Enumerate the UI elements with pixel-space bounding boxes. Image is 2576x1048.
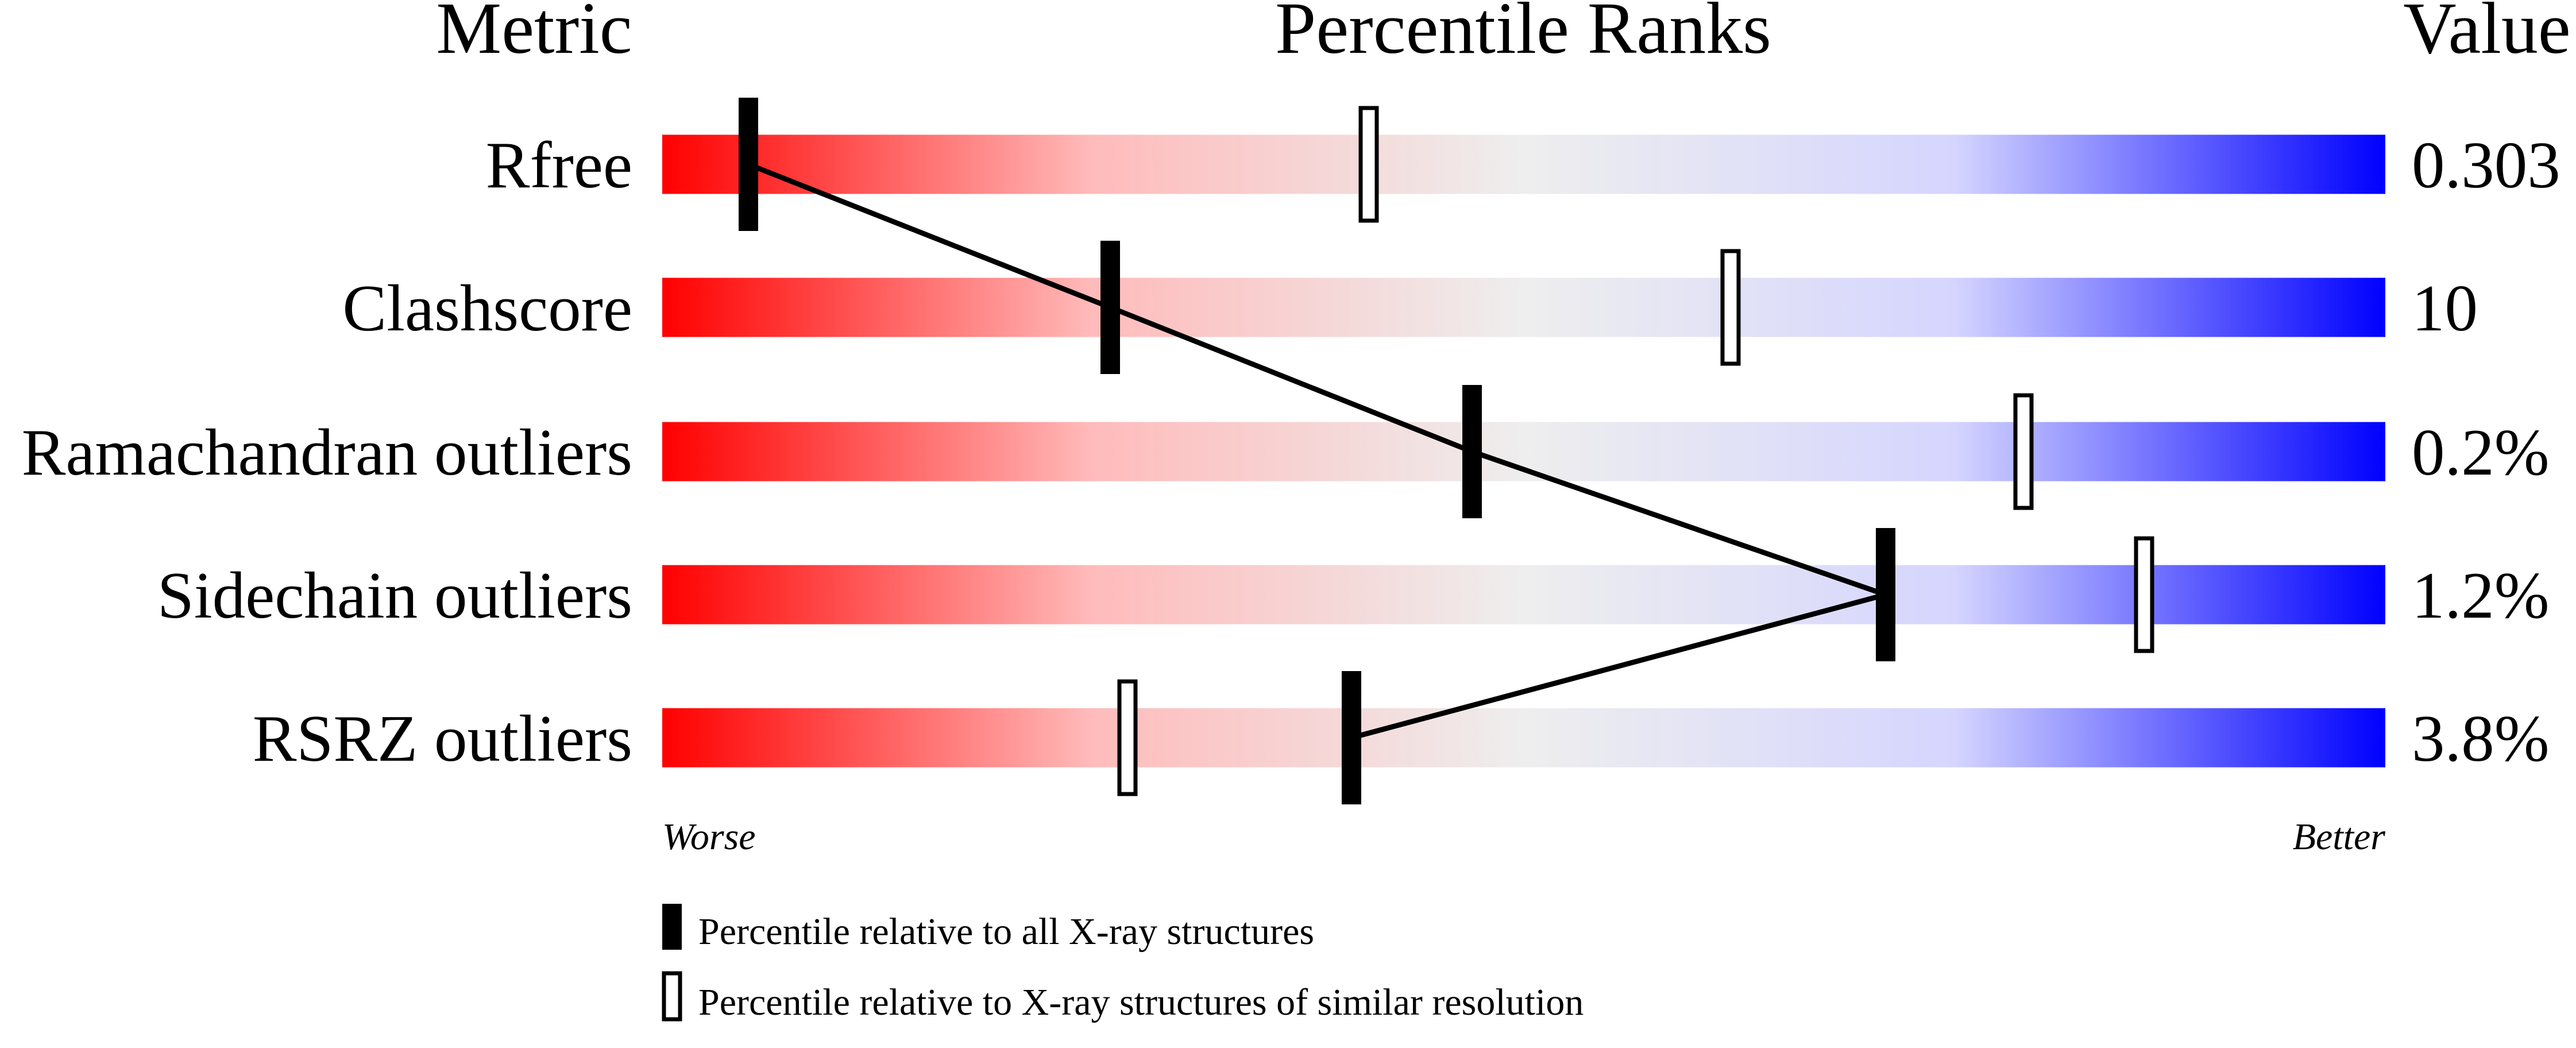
metric-value: 10 <box>2412 272 2478 345</box>
legend-open-label: Percentile relative to X-ray structures … <box>698 981 1584 1023</box>
metric-value: 1.2% <box>2412 559 2550 632</box>
percentile-bar <box>662 278 2385 337</box>
header-metric: Metric <box>436 0 632 69</box>
marker-all-structures <box>739 98 758 231</box>
legend-filled-label: Percentile relative to all X-ray structu… <box>698 911 1314 953</box>
percentile-bar <box>662 134 2385 194</box>
metric-label: Sidechain outliers <box>157 559 632 632</box>
metric-label: RSRZ outliers <box>253 702 632 775</box>
percentile-bar <box>662 422 2385 481</box>
marker-similar-resolution <box>1720 249 1741 366</box>
metric-value: 0.303 <box>2412 129 2560 202</box>
metric-label: Rfree <box>486 129 632 202</box>
marker-similar-resolution <box>2013 393 2034 510</box>
legend-open-marker <box>662 971 682 1022</box>
metric-label: Ramachandran outliers <box>22 416 632 489</box>
axis-worse-label: Worse <box>662 816 756 858</box>
marker-similar-resolution <box>2134 536 2154 653</box>
metric-value: 3.8% <box>2412 702 2550 775</box>
marker-all-structures <box>1342 671 1361 804</box>
marker-all-structures <box>1100 241 1120 374</box>
marker-all-structures <box>1876 528 1895 661</box>
marker-similar-resolution <box>1358 106 1379 223</box>
percentile-bar <box>662 708 2385 768</box>
chart-title: Percentile Ranks <box>1275 0 1771 69</box>
marker-all-structures <box>1462 385 1482 518</box>
legend-filled-marker <box>662 904 682 950</box>
metric-value: 0.2% <box>2412 416 2550 489</box>
axis-better-label: Better <box>2293 816 2386 858</box>
marker-similar-resolution <box>1117 679 1138 796</box>
header-value: Value <box>2403 0 2570 69</box>
metric-label: Clashscore <box>342 272 632 345</box>
percentile-bar <box>662 565 2385 625</box>
